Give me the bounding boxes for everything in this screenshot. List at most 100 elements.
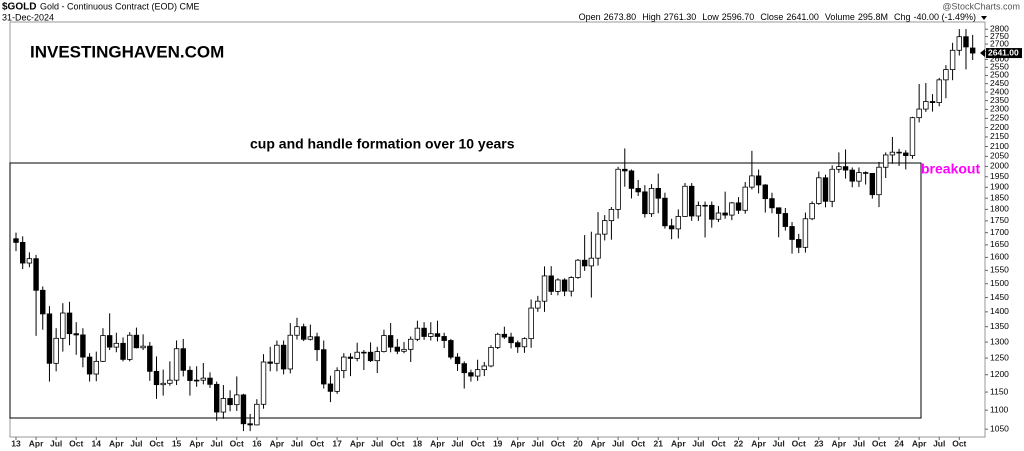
- candle-body: [260, 361, 267, 405]
- x-tick-label: Jul: [130, 438, 142, 448]
- x-tick-label: Apr: [591, 438, 606, 448]
- candle-body: [561, 279, 568, 292]
- candle-body: [829, 168, 835, 202]
- y-tick-label: 1400: [990, 306, 1009, 316]
- candle-body: [608, 208, 615, 222]
- x-tick-label: 20: [573, 438, 583, 448]
- y-tick-label: 1100: [990, 404, 1009, 414]
- candle-body: [481, 365, 487, 371]
- x-tick-label: Oct: [551, 438, 565, 448]
- instrument-name: Gold - Continuous Contract (EOD) CME: [40, 1, 200, 11]
- candle-body: [454, 356, 461, 365]
- candle-body: [247, 423, 253, 426]
- candle-body: [434, 333, 441, 337]
- candle-body: [555, 279, 561, 292]
- candle-body: [240, 394, 247, 425]
- candle-body: [628, 170, 635, 189]
- last-price-arrow: [980, 49, 985, 58]
- candle-body: [548, 275, 554, 292]
- x-tick-label: Jul: [371, 438, 383, 448]
- quote-label: Low: [702, 12, 719, 22]
- quote-value: 2596.70: [722, 12, 755, 22]
- y-tick-label: 1750: [990, 215, 1009, 225]
- x-tick-label: Jul: [291, 438, 303, 448]
- y-tick-label: 1500: [990, 278, 1009, 288]
- candle-body: [862, 172, 869, 174]
- candle-body: [762, 184, 768, 200]
- y-tick-label: 1850: [990, 192, 1009, 202]
- x-tick-label: Oct: [471, 438, 485, 448]
- quote-line: Open 2673.80 High 2761.30 Low 2596.70 Close 264…: [579, 12, 976, 22]
- candle-body: [688, 185, 695, 217]
- candle-body: [160, 382, 166, 386]
- candle-body: [280, 344, 287, 370]
- candle-body: [341, 356, 347, 372]
- x-tick-label: Jul: [933, 438, 945, 448]
- candle-body: [200, 377, 207, 381]
- x-tick-label: Oct: [310, 438, 324, 448]
- y-tick-label: 1950: [990, 171, 1009, 181]
- candle-body: [234, 394, 240, 406]
- candle-body: [367, 351, 374, 362]
- candle-body: [300, 326, 307, 340]
- y-tick-label: 1050: [990, 423, 1009, 433]
- candle-body: [755, 175, 762, 186]
- y-tick-label: 2050: [990, 151, 1009, 161]
- candle-body: [896, 151, 902, 154]
- candle-body: [327, 383, 334, 392]
- last-price-box: [986, 48, 1022, 59]
- candle-body: [923, 101, 929, 110]
- candle-body: [86, 356, 93, 375]
- quote-value: 295.8M: [858, 12, 888, 22]
- candle-body: [60, 312, 66, 339]
- x-tick-label: Oct: [390, 438, 404, 448]
- candle-body: [173, 348, 180, 381]
- candle-body: [642, 191, 648, 215]
- x-tick-label: 22: [734, 438, 744, 448]
- candle-body: [588, 257, 595, 267]
- y-tick-label: 1300: [990, 336, 1009, 346]
- candle-body: [267, 361, 273, 364]
- y-tick-label: 2750: [990, 31, 1009, 41]
- x-tick-label: Apr: [350, 438, 365, 448]
- candle-body: [655, 188, 661, 199]
- candle-body: [421, 327, 427, 337]
- quote-label: Close: [760, 12, 783, 22]
- candle-body: [668, 225, 675, 230]
- quote-value: -40.00 (-1.49%): [913, 12, 976, 22]
- candle-body: [361, 351, 367, 354]
- candle-body: [461, 363, 467, 374]
- candle-body: [963, 36, 969, 48]
- y-tick-label: 2300: [990, 104, 1009, 114]
- menu-arrow: [981, 16, 987, 20]
- candle-body: [53, 337, 59, 364]
- cup-rectangle: [9, 162, 922, 419]
- candle-body: [213, 383, 220, 413]
- quote-value: 2641.00: [786, 12, 819, 22]
- candle-body: [414, 327, 421, 340]
- candle-body: [93, 360, 99, 375]
- last-price-label: 2641.00: [988, 47, 1019, 57]
- candle-body: [949, 49, 956, 70]
- x-tick-label: Apr: [751, 438, 766, 448]
- x-tick-label: 16: [252, 438, 262, 448]
- x-tick-label: Apr: [832, 438, 847, 448]
- candle-body: [381, 335, 387, 352]
- candle-body: [428, 333, 434, 337]
- candle-body: [207, 377, 213, 385]
- x-tick-label: 23: [814, 438, 824, 448]
- y-tick-label: 1200: [990, 369, 1009, 379]
- candle-body: [909, 117, 916, 156]
- candle-body: [789, 226, 795, 240]
- candle-body: [140, 345, 146, 349]
- y-tick-label: 2700: [990, 38, 1009, 48]
- candle-body: [468, 372, 474, 377]
- candle-body: [581, 259, 588, 267]
- x-tick-label: Apr: [430, 438, 445, 448]
- candle-body: [19, 241, 26, 264]
- candle-body: [73, 333, 79, 336]
- y-tick-label: 2550: [990, 62, 1009, 72]
- candle-body: [883, 154, 889, 168]
- candle-body: [354, 351, 360, 359]
- pattern-annotation: cup and handle formation over 10 years: [250, 136, 515, 152]
